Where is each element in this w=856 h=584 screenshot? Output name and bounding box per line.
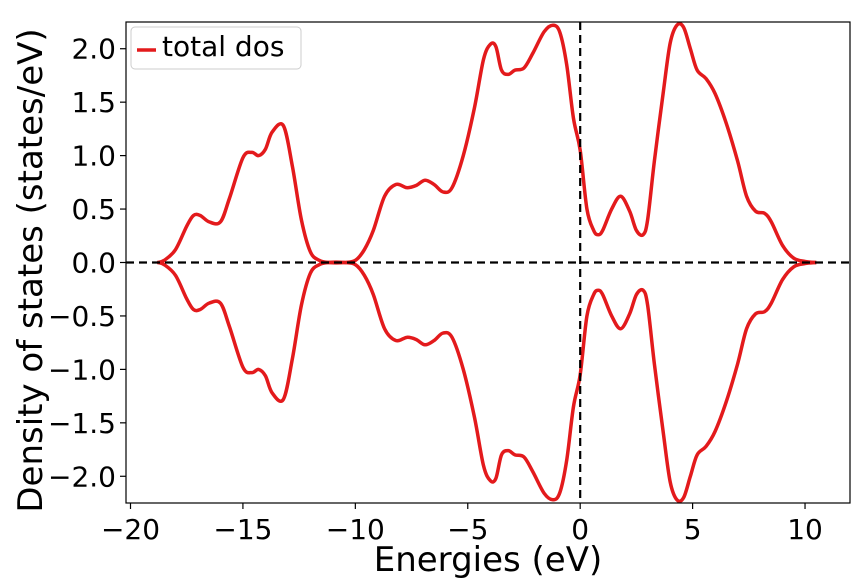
series-line-total-dos-spin-down — [156, 260, 817, 503]
y-tick-label: 0.0 — [71, 247, 116, 280]
x-tick-label: 5 — [684, 513, 702, 546]
legend: total dos — [130, 26, 302, 70]
x-axis-title: Energies (eV) — [374, 540, 603, 580]
y-tick-label: −0.5 — [48, 300, 116, 333]
x-tick-label: −10 — [326, 513, 385, 546]
x-tick-label: 0 — [571, 513, 589, 546]
y-tick-label: −1.5 — [48, 407, 116, 440]
y-axis-title: Density of states (states/eV) — [11, 28, 51, 512]
y-tick-label: 0.5 — [71, 193, 116, 226]
legend-label-total-dos: total dos — [162, 30, 284, 63]
x-tick-label: 10 — [787, 513, 823, 546]
legend-box — [130, 26, 302, 70]
x-tick-label: −5 — [447, 513, 488, 546]
y-axis: −2.0 −1.5 −1.0 −0.5 0.0 0.5 1.0 1.5 2.0 — [48, 33, 126, 493]
series-line-total-dos-spin-up — [156, 22, 817, 265]
y-tick-label: 1.0 — [71, 140, 116, 173]
y-tick-label: −2.0 — [48, 460, 116, 493]
y-tick-label: 2.0 — [71, 33, 116, 66]
y-tick-label: −1.0 — [48, 353, 116, 386]
x-axis: −20 −15 −10 −5 0 5 10 — [101, 503, 823, 546]
x-tick-label: −20 — [101, 513, 160, 546]
x-tick-label: −15 — [213, 513, 272, 546]
y-tick-label: 1.5 — [71, 86, 116, 119]
